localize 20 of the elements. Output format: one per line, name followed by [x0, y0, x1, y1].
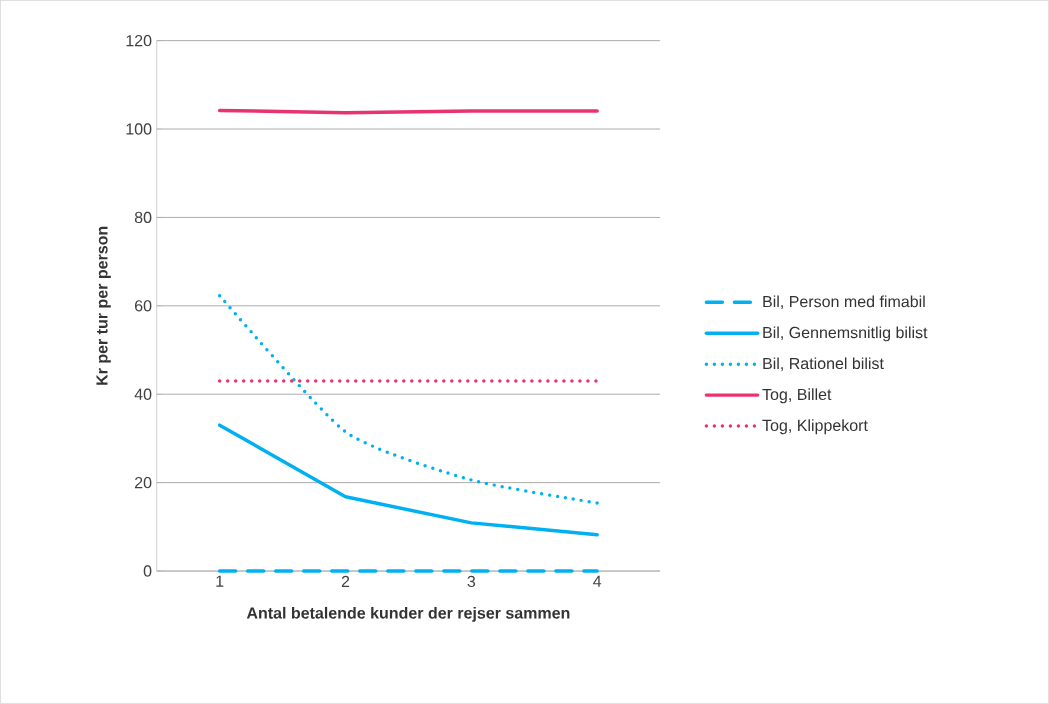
- legend-label: Bil, Person med fimabil: [763, 295, 925, 310]
- legend-label: Bil, Rationel bilist: [763, 357, 884, 372]
- line-series: [217, 294, 599, 505]
- legend-label: Tog, Billet: [762, 388, 832, 404]
- y-tick-label: 0: [143, 565, 152, 577]
- y-tick-label: 100: [126, 123, 152, 135]
- line-series: [217, 423, 599, 537]
- y-tick-label: 80: [134, 211, 152, 224]
- y-tick-label: 20: [134, 477, 152, 489]
- y-tick-label: 60: [135, 300, 152, 312]
- y-tick-label: 40: [134, 388, 152, 401]
- legend-label: Tog, Klippekort: [762, 419, 868, 435]
- y-axis-title: Kr per tur per person: [96, 226, 111, 385]
- x-tick-label: 2: [341, 575, 350, 588]
- y-tick-label: 120: [126, 35, 152, 47]
- x-tick-label: 3: [467, 575, 476, 588]
- x-tick-label: 1: [216, 575, 224, 587]
- x-axis-title: Antal betalende kunder der rejser sammen: [246, 607, 570, 622]
- x-tick-label: 4: [593, 575, 602, 587]
- legend-label: Bil, Gennemsnitlig bilist: [763, 326, 928, 342]
